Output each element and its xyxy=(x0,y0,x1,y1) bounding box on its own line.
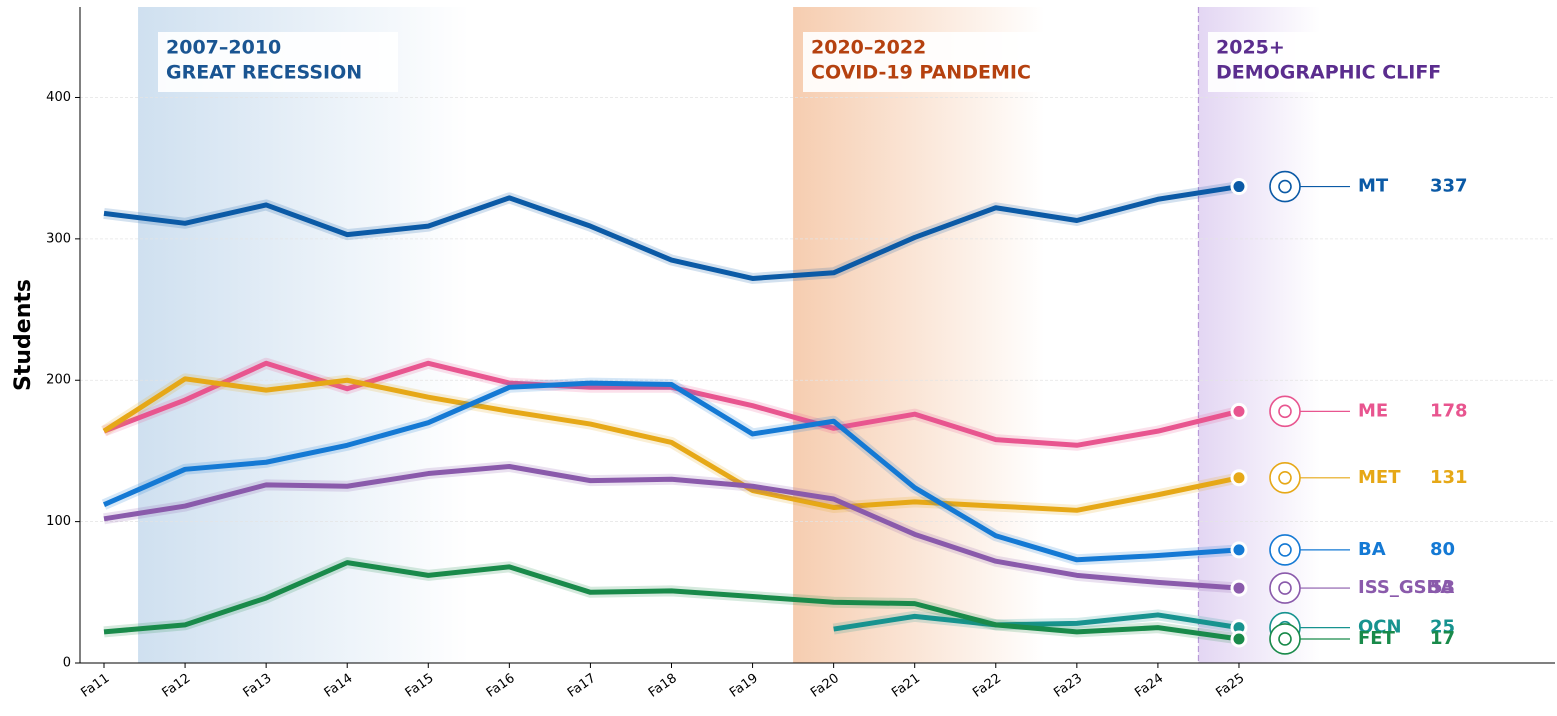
annotation-text: COVID-19 PANDEMIC xyxy=(811,62,1031,84)
legend-label: FET xyxy=(1358,628,1396,649)
x-tick-label: Fa20 xyxy=(808,671,842,701)
series-icon xyxy=(1269,534,1301,566)
x-tick-label: Fa24 xyxy=(1132,671,1166,701)
x-tick-label: Fa21 xyxy=(889,671,923,701)
end-dot xyxy=(1230,579,1248,597)
legend-label: BA xyxy=(1358,539,1386,560)
annotation-text: 2020–2022 xyxy=(811,37,926,59)
annotation-text: GREAT RECESSION xyxy=(166,62,362,84)
x-tick-label: Fa11 xyxy=(78,671,112,701)
period-shade xyxy=(138,7,469,663)
value-label: 80 xyxy=(1430,539,1455,560)
series-icon-glyph xyxy=(1278,470,1292,485)
series-icon-glyph xyxy=(1278,404,1292,419)
series-icon-glyph xyxy=(1278,543,1292,557)
series-icon xyxy=(1269,395,1301,428)
series-icon xyxy=(1269,461,1301,494)
x-tick-label: Fa25 xyxy=(1213,671,1247,701)
series-icon xyxy=(1269,623,1301,655)
value-label: 131 xyxy=(1430,467,1468,488)
series-icon-glyph xyxy=(1278,179,1292,194)
y-tick-label: 200 xyxy=(46,373,71,388)
x-tick-label: Fa12 xyxy=(160,671,194,701)
series-line xyxy=(103,463,1240,591)
annotation-box xyxy=(1208,32,1480,92)
value-label: 25 xyxy=(1430,617,1455,638)
x-tick-label: Fa16 xyxy=(484,671,518,701)
series-line xyxy=(102,376,1240,513)
legend-label: MET xyxy=(1358,467,1401,488)
annotation-text: 2025+ xyxy=(1216,37,1285,59)
y-tick-label: 400 xyxy=(46,90,71,105)
y-tick-label: 300 xyxy=(46,231,71,246)
x-tick-label: Fa13 xyxy=(241,671,275,701)
period-shade xyxy=(1198,7,1321,663)
x-tick-label: Fa14 xyxy=(322,671,356,701)
value-label: 17 xyxy=(1430,628,1455,649)
value-label: 53 xyxy=(1430,577,1455,598)
x-tick-label: Fa23 xyxy=(1051,671,1085,701)
series-icon xyxy=(1269,170,1301,203)
x-tick-label: Fa22 xyxy=(970,671,1004,701)
annotation-box xyxy=(803,32,1071,92)
legend-label: OCN xyxy=(1358,617,1402,638)
period-shade xyxy=(793,7,1045,663)
end-dot xyxy=(1230,178,1248,196)
legend-label: ME xyxy=(1358,400,1388,421)
y-tick-label: 100 xyxy=(46,514,71,529)
value-label: 178 xyxy=(1430,400,1468,421)
x-tick-label: Fa18 xyxy=(646,671,680,701)
end-dot xyxy=(1230,630,1248,648)
annotation-text: 2007–2010 xyxy=(166,37,281,59)
series-line xyxy=(833,612,1240,632)
x-tick-label: Fa17 xyxy=(565,671,599,701)
series-icon xyxy=(1269,572,1301,604)
legend-label: MT xyxy=(1358,176,1389,197)
end-dot xyxy=(1230,469,1248,487)
annotation-box xyxy=(158,32,398,92)
series-line xyxy=(103,560,1240,642)
series-line xyxy=(103,380,1240,563)
y-tick-label: 0 xyxy=(63,656,71,671)
series-icon-glyph xyxy=(1278,632,1292,646)
annotation-text: DEMOGRAPHIC CLIFF xyxy=(1216,62,1441,84)
legend-label: ISS_GSBA xyxy=(1358,577,1454,598)
x-tick-label: Fa15 xyxy=(403,671,437,701)
series-icon-glyph xyxy=(1278,581,1292,595)
y-axis-label: Students xyxy=(11,279,36,391)
series-line xyxy=(103,184,1240,281)
x-tick-label: Fa19 xyxy=(727,671,761,701)
value-label: 337 xyxy=(1430,176,1468,197)
end-dot xyxy=(1230,402,1248,420)
end-dot xyxy=(1230,541,1248,559)
